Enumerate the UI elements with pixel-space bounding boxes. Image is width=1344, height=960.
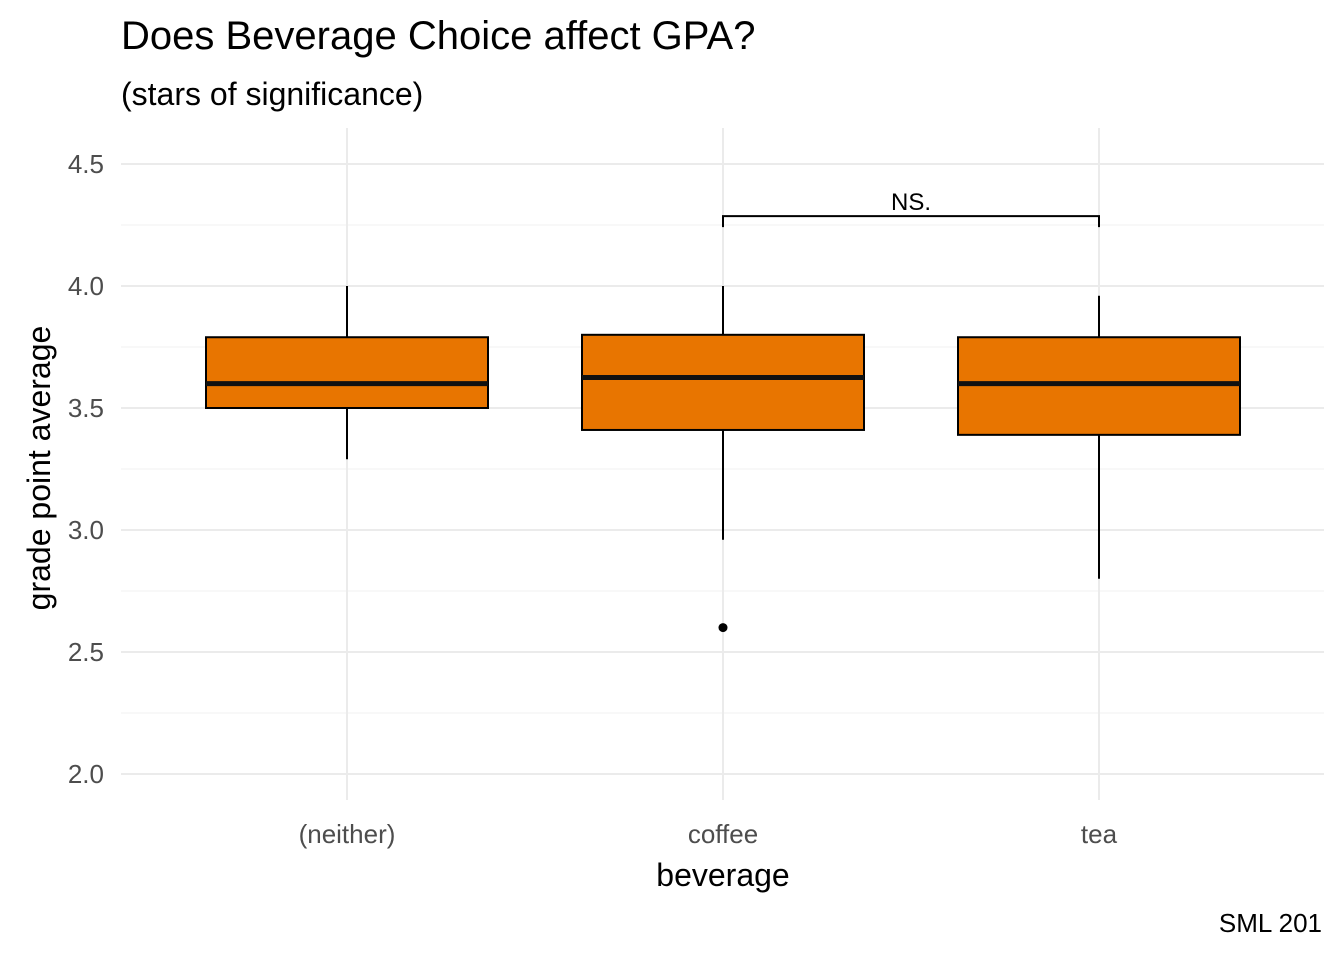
chart-title: Does Beverage Choice affect GPA? [121, 14, 756, 58]
y-tick-label: 2.5 [68, 637, 104, 667]
box-neither [205, 286, 489, 460]
outlier-point [718, 623, 728, 633]
significance-bracket [722, 215, 1100, 228]
x-axis-title: beverage [656, 857, 789, 893]
iqr-box [581, 333, 865, 431]
y-tick-label: 3.0 [68, 515, 104, 545]
significance-label: NS. [891, 189, 931, 216]
box-coffee [581, 286, 865, 633]
box-tea [957, 295, 1241, 579]
box-series [205, 286, 1241, 633]
chart-subtitle: (stars of significance) [121, 76, 424, 112]
y-tick-label: 3.5 [68, 393, 104, 423]
x-tick-label: (neither) [299, 819, 396, 849]
caption: SML 201 [1218, 908, 1322, 938]
y-axis-title: grade point average [21, 326, 57, 611]
y-axis-ticks: 2.0 2.5 3.0 3.5 4.0 4.5 [68, 149, 104, 789]
y-tick-label: 4.0 [68, 271, 104, 301]
x-tick-label: tea [1081, 819, 1118, 849]
y-tick-label: 4.5 [68, 149, 104, 179]
y-tick-label: 2.0 [68, 759, 104, 789]
x-tick-label: coffee [688, 819, 758, 849]
significance-annotations: NS. [722, 189, 1100, 228]
x-axis-ticks: (neither) coffee tea [299, 819, 1118, 849]
iqr-box [205, 336, 489, 409]
